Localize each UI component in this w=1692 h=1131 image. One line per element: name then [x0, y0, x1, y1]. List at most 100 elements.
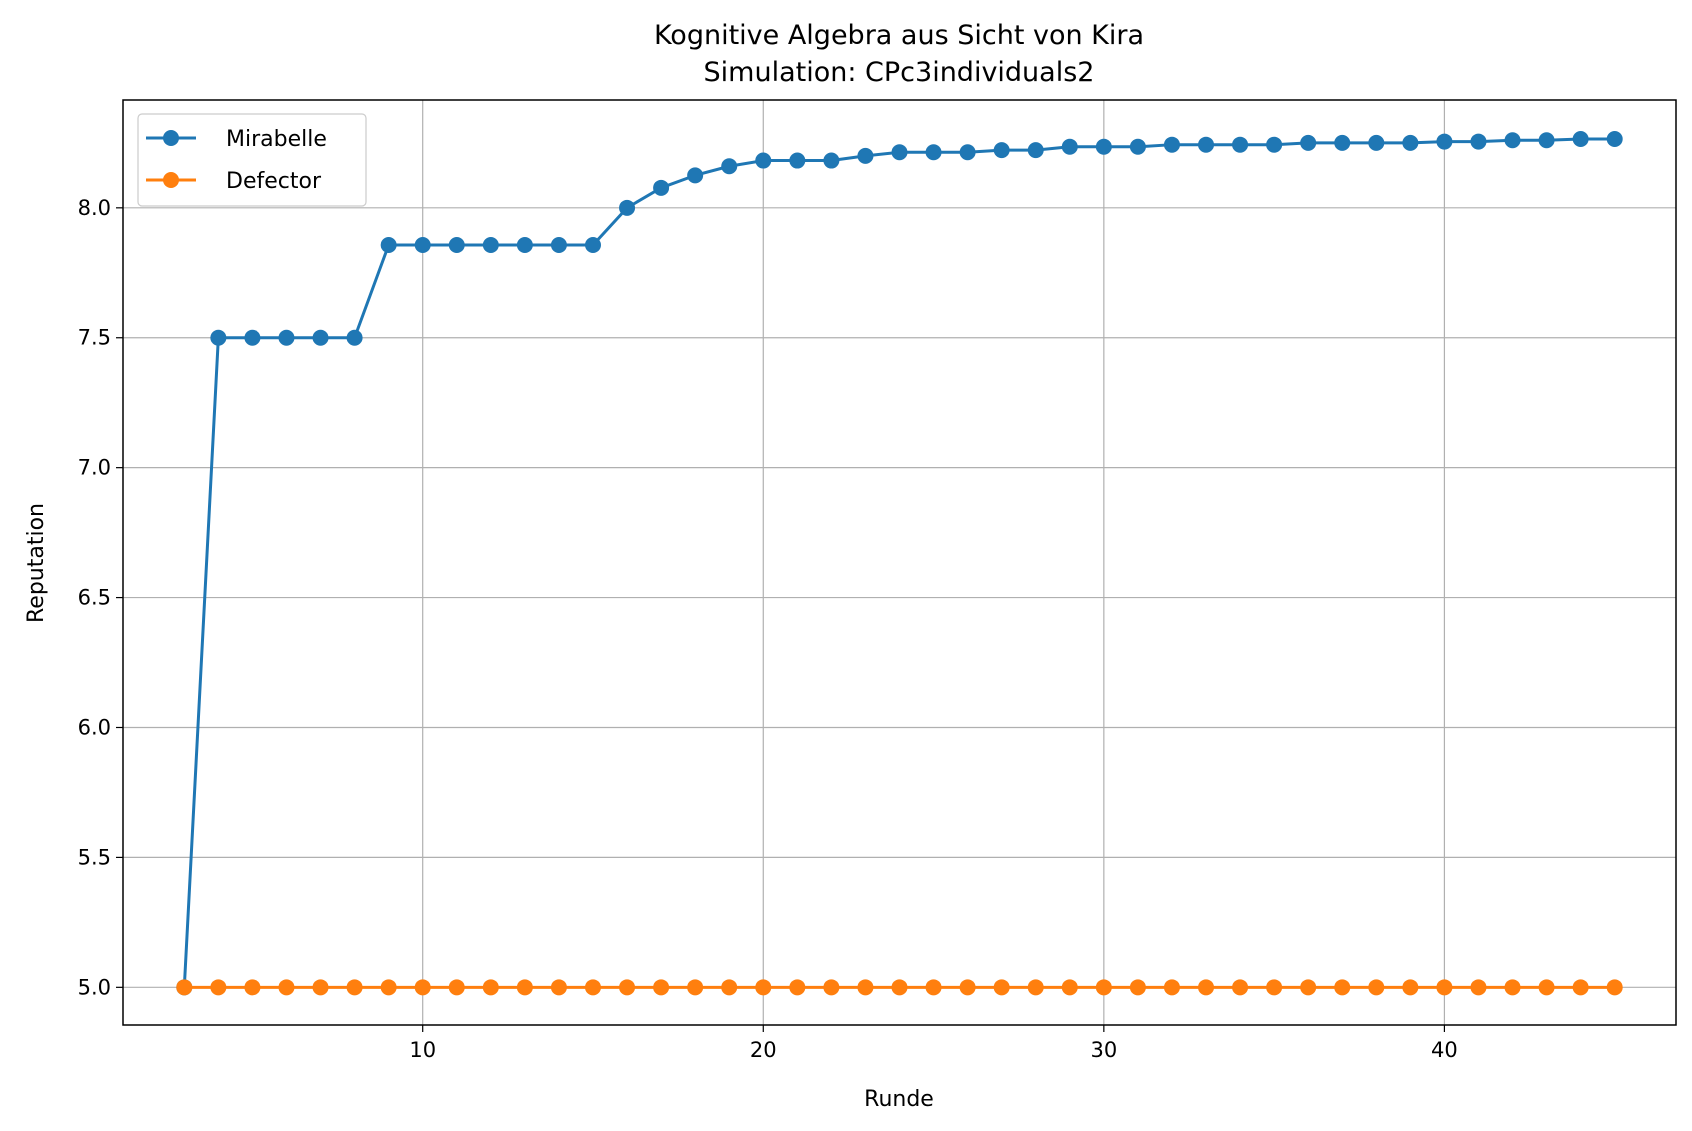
x-tick-label: 10	[409, 1038, 436, 1062]
y-tick-label: 7.5	[78, 326, 111, 350]
data-point-mirabelle	[823, 152, 840, 169]
data-point-mirabelle	[584, 236, 601, 253]
data-point-mirabelle	[755, 152, 772, 169]
data-point-defector	[1402, 979, 1419, 996]
data-point-mirabelle	[346, 329, 363, 346]
y-tick-label: 6.5	[78, 586, 111, 610]
data-point-mirabelle	[891, 144, 908, 161]
x-tick-label: 40	[1431, 1038, 1458, 1062]
series-defector	[176, 979, 1623, 996]
data-point-mirabelle	[1606, 130, 1623, 147]
data-point-defector	[1606, 979, 1623, 996]
data-point-mirabelle	[1266, 136, 1283, 153]
y-tick-label: 6.0	[78, 715, 111, 739]
data-point-mirabelle	[1163, 136, 1180, 153]
data-point-mirabelle	[721, 158, 738, 175]
data-point-defector	[1095, 979, 1112, 996]
legend-label-mirabelle: Mirabelle	[226, 127, 327, 152]
data-point-mirabelle	[414, 236, 431, 253]
y-tick-label: 5.0	[78, 975, 111, 999]
data-point-defector	[448, 979, 465, 996]
data-point-defector	[891, 979, 908, 996]
data-point-mirabelle	[1027, 142, 1044, 159]
data-point-mirabelle	[1129, 138, 1146, 155]
data-point-defector	[414, 979, 431, 996]
data-point-mirabelle	[959, 144, 976, 161]
chart-subtitle: Simulation: CPc3individuals2	[704, 57, 1095, 88]
x-axis-label: Runde	[864, 1087, 934, 1112]
data-point-defector	[823, 979, 840, 996]
data-point-mirabelle	[516, 236, 533, 253]
data-point-mirabelle	[1504, 132, 1521, 149]
data-point-defector	[1061, 979, 1078, 996]
data-point-defector	[1232, 979, 1249, 996]
data-point-mirabelle	[1232, 136, 1249, 153]
legend: Mirabelle Defector	[137, 113, 367, 207]
data-point-defector	[550, 979, 567, 996]
y-axis-label: Reputation	[24, 503, 49, 623]
data-point-defector	[721, 979, 738, 996]
data-point-defector	[278, 979, 295, 996]
y-tick-label: 5.5	[78, 845, 111, 869]
data-point-defector	[346, 979, 363, 996]
plot-frame	[122, 99, 1677, 1026]
data-point-mirabelle	[653, 179, 670, 196]
data-point-defector	[687, 979, 704, 996]
data-point-mirabelle	[1061, 138, 1078, 155]
data-point-mirabelle	[1402, 134, 1419, 151]
ticks: 10 20 30 40 5.0 5.5 6.0 6.5 7.0 7.5 8.0	[78, 196, 1458, 1062]
data-point-mirabelle	[619, 199, 636, 216]
data-point-defector	[619, 979, 636, 996]
data-point-mirabelle	[278, 329, 295, 346]
data-point-mirabelle	[789, 152, 806, 169]
y-tick-label: 7.0	[78, 456, 111, 480]
legend-item-defector: Defector	[146, 169, 322, 194]
data-point-defector	[1198, 979, 1215, 996]
chart-title: Kognitive Algebra aus Sicht von Kira	[654, 20, 1144, 51]
data-point-mirabelle	[687, 167, 704, 184]
data-point-defector	[1436, 979, 1453, 996]
data-point-mirabelle	[210, 329, 227, 346]
x-tick-label: 20	[750, 1038, 777, 1062]
data-point-defector	[244, 979, 261, 996]
data-point-mirabelle	[1300, 134, 1317, 151]
data-point-defector	[1504, 979, 1521, 996]
data-point-defector	[176, 979, 193, 996]
data-point-mirabelle	[380, 236, 397, 253]
data-point-mirabelle	[1436, 133, 1453, 150]
data-point-defector	[755, 979, 772, 996]
data-point-mirabelle	[925, 144, 942, 161]
data-point-defector	[789, 979, 806, 996]
data-point-defector	[1470, 979, 1487, 996]
data-point-defector	[1368, 979, 1385, 996]
legend-marker-mirabelle	[163, 130, 179, 146]
data-point-defector	[1572, 979, 1589, 996]
data-point-mirabelle	[482, 236, 499, 253]
data-point-mirabelle	[448, 236, 465, 253]
legend-item-mirabelle: Mirabelle	[146, 127, 327, 152]
legend-label-defector: Defector	[226, 169, 322, 194]
data-point-mirabelle	[1334, 134, 1351, 151]
data-point-defector	[1334, 979, 1351, 996]
data-point-defector	[1163, 979, 1180, 996]
data-point-mirabelle	[1538, 132, 1555, 149]
data-point-defector	[584, 979, 601, 996]
data-point-defector	[1538, 979, 1555, 996]
data-point-defector	[653, 979, 670, 996]
data-point-mirabelle	[1095, 138, 1112, 155]
series-layer	[176, 130, 1623, 996]
data-point-mirabelle	[1198, 136, 1215, 153]
legend-marker-defector	[163, 172, 179, 188]
data-point-defector	[1129, 979, 1146, 996]
data-point-mirabelle	[244, 329, 261, 346]
series-mirabelle	[176, 130, 1623, 996]
data-point-defector	[516, 979, 533, 996]
data-point-defector	[993, 979, 1010, 996]
data-point-defector	[1300, 979, 1317, 996]
data-point-mirabelle	[1572, 130, 1589, 147]
data-point-defector	[959, 979, 976, 996]
data-point-defector	[380, 979, 397, 996]
data-point-mirabelle	[1368, 134, 1385, 151]
data-point-mirabelle	[1470, 133, 1487, 150]
